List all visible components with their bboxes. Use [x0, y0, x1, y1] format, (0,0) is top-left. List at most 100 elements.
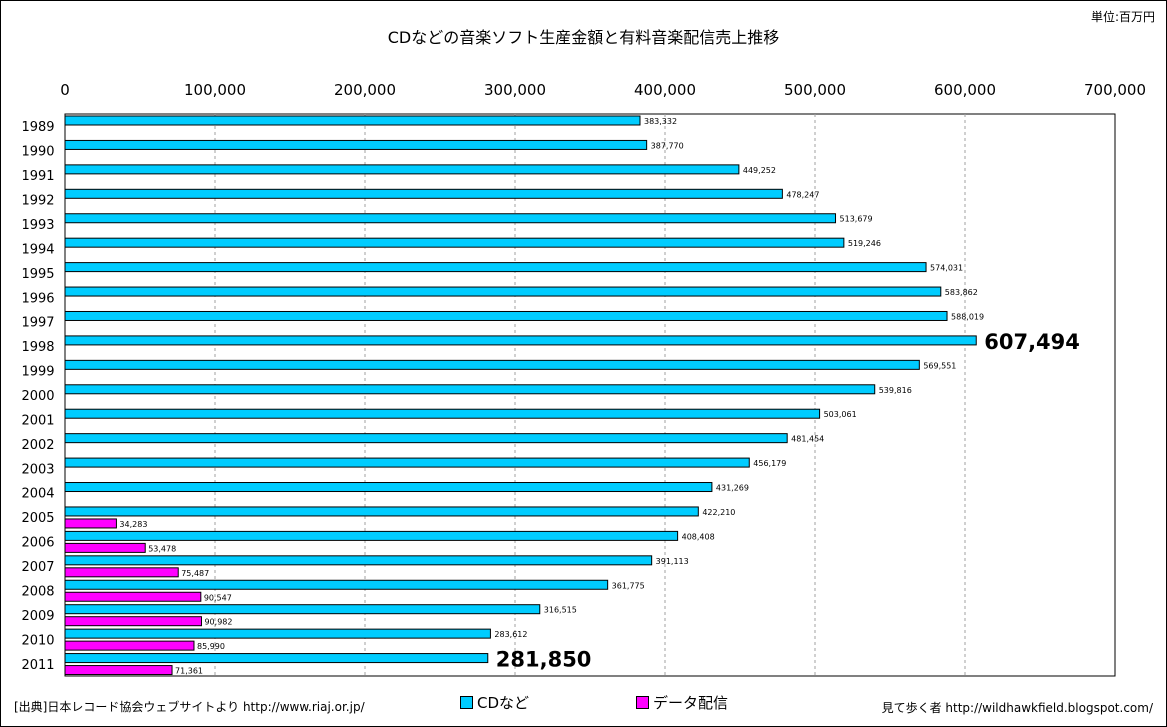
legend-cd-swatch: [460, 696, 473, 709]
data-label-cd: 283,612: [494, 630, 527, 639]
data-label-cd: 503,061: [824, 410, 857, 419]
bar-cd: [64, 408, 821, 419]
data-label-cd: 361,775: [612, 581, 645, 590]
y-category-label: 1994: [21, 242, 54, 257]
bar-cd: [64, 115, 641, 126]
bar-cd: [64, 310, 948, 321]
bar-cd: [64, 237, 845, 248]
x-tick-label: 300,000: [484, 81, 546, 99]
data-label-cd: 574,031: [930, 264, 963, 273]
data-label-digital: 53,478: [148, 544, 176, 553]
bar-digital: [64, 665, 173, 676]
chart-title: CDなどの音楽ソフト生産金額と有料音楽配信売上推移: [387, 28, 780, 47]
data-label-cd: 387,770: [651, 141, 684, 150]
y-category-label: 2010: [21, 633, 54, 648]
bar-cd: [64, 188, 783, 199]
bar-cd: [64, 384, 876, 395]
legend-cd-label: CDなど: [477, 694, 530, 712]
y-category-label: 2008: [21, 584, 54, 599]
y-category-label: 1995: [21, 267, 54, 282]
y-category-label: 1997: [21, 316, 54, 331]
y-category-label: 2001: [21, 413, 54, 428]
source-note: [出典]日本レコード協会ウェブサイトより http://www.riaj.or.…: [14, 700, 365, 714]
data-label-cd: 408,408: [682, 532, 715, 541]
data-label-cd: 449,252: [743, 166, 776, 175]
unit-label: 単位:百万円: [1090, 10, 1155, 24]
y-category-label: 1992: [21, 194, 54, 209]
bar-cd: [64, 164, 740, 175]
y-category-label: 2007: [21, 560, 54, 575]
x-axis-ticks: 0 100,000 200,000 300,000 400,000 500,000 600,…: [60, 81, 1146, 99]
data-label-cd: 519,246: [848, 239, 881, 248]
bar-cd: [64, 579, 609, 590]
data-label-cd: 513,679: [840, 215, 873, 224]
bar-cd: [64, 262, 927, 273]
x-tick-label: 500,000: [784, 81, 846, 99]
data-label-cd: 583,862: [945, 288, 978, 297]
bar-cd: [64, 653, 489, 664]
y-category-label: 1989: [21, 120, 54, 135]
y-category-label: 2004: [21, 487, 54, 502]
bar-cd: [64, 530, 679, 541]
bar-cd: [64, 457, 750, 468]
x-tick-label: 0: [60, 81, 70, 99]
bar-cd: [64, 359, 920, 370]
y-category-label: 1998: [21, 340, 54, 355]
credit-note: 見て歩く者 http://wildhawkfield.blogspot.com/: [881, 701, 1153, 715]
bar-cd: [64, 482, 713, 493]
y-category-label: 2000: [21, 389, 54, 404]
y-category-label: 1996: [21, 291, 54, 306]
y-category-label: 1993: [21, 218, 54, 233]
legend-cd: CDなど: [460, 692, 529, 713]
bar-cd: [64, 286, 942, 297]
bar-cd: [64, 213, 837, 224]
y-axis-categories: 1989 1990 1991 1992 1993 1994 1995 1996 1997 1998…: [21, 120, 54, 673]
bar-digital: [64, 616, 202, 627]
legend-digital-swatch: [636, 696, 649, 709]
bar-cd: [64, 335, 977, 346]
bar-cd: [64, 555, 653, 566]
bar-cd: [64, 604, 541, 615]
y-category-label: 2003: [21, 462, 54, 477]
data-label-cd: 481,454: [791, 435, 824, 444]
data-label-digital: 90,547: [204, 593, 232, 602]
x-tick-label: 400,000: [634, 81, 696, 99]
bar-digital: [64, 591, 202, 602]
data-label-cd: 569,551: [923, 361, 956, 370]
bar-cd: [64, 433, 788, 444]
data-label-cd: 539,816: [879, 386, 912, 395]
bars: [64, 115, 977, 676]
data-label-cd: 391,113: [656, 557, 689, 566]
data-label-highlight: 607,494: [984, 330, 1080, 354]
data-label-digital: 85,990: [197, 642, 225, 651]
bar-digital: [64, 542, 146, 553]
bar-digital: [64, 518, 117, 529]
data-label-cd: 456,179: [753, 459, 786, 468]
data-label-cd: 316,515: [544, 606, 577, 615]
y-category-label: 1999: [21, 365, 54, 380]
x-tick-label: 100,000: [184, 81, 246, 99]
x-tick-label: 600,000: [934, 81, 996, 99]
data-labels: 383,332 387,770 449,252 478,247 513,679 519,2…: [119, 117, 1079, 676]
legend-digital: データ配信: [636, 692, 728, 713]
data-label-cd: 431,269: [716, 484, 749, 493]
y-category-label: 2005: [21, 511, 54, 526]
bar-digital: [64, 640, 195, 651]
data-label-cd: 422,210: [702, 508, 735, 517]
data-label-cd: 478,247: [786, 190, 819, 199]
y-category-label: 2006: [21, 536, 54, 551]
bar-cd: [64, 628, 491, 639]
x-tick-label: 200,000: [334, 81, 396, 99]
data-label-digital: 34,283: [119, 520, 147, 529]
data-label-digital: 90,982: [204, 618, 232, 627]
y-category-label: 2011: [21, 658, 54, 673]
data-label-digital: 71,361: [175, 667, 203, 676]
data-label-digital: 75,487: [181, 569, 209, 578]
x-tick-label: 700,000: [1084, 81, 1146, 99]
legend-digital-label: データ配信: [653, 694, 729, 712]
y-category-label: 1990: [21, 145, 54, 160]
y-category-label: 1991: [21, 169, 54, 184]
y-category-label: 2002: [21, 438, 54, 453]
bar-digital: [64, 567, 179, 578]
